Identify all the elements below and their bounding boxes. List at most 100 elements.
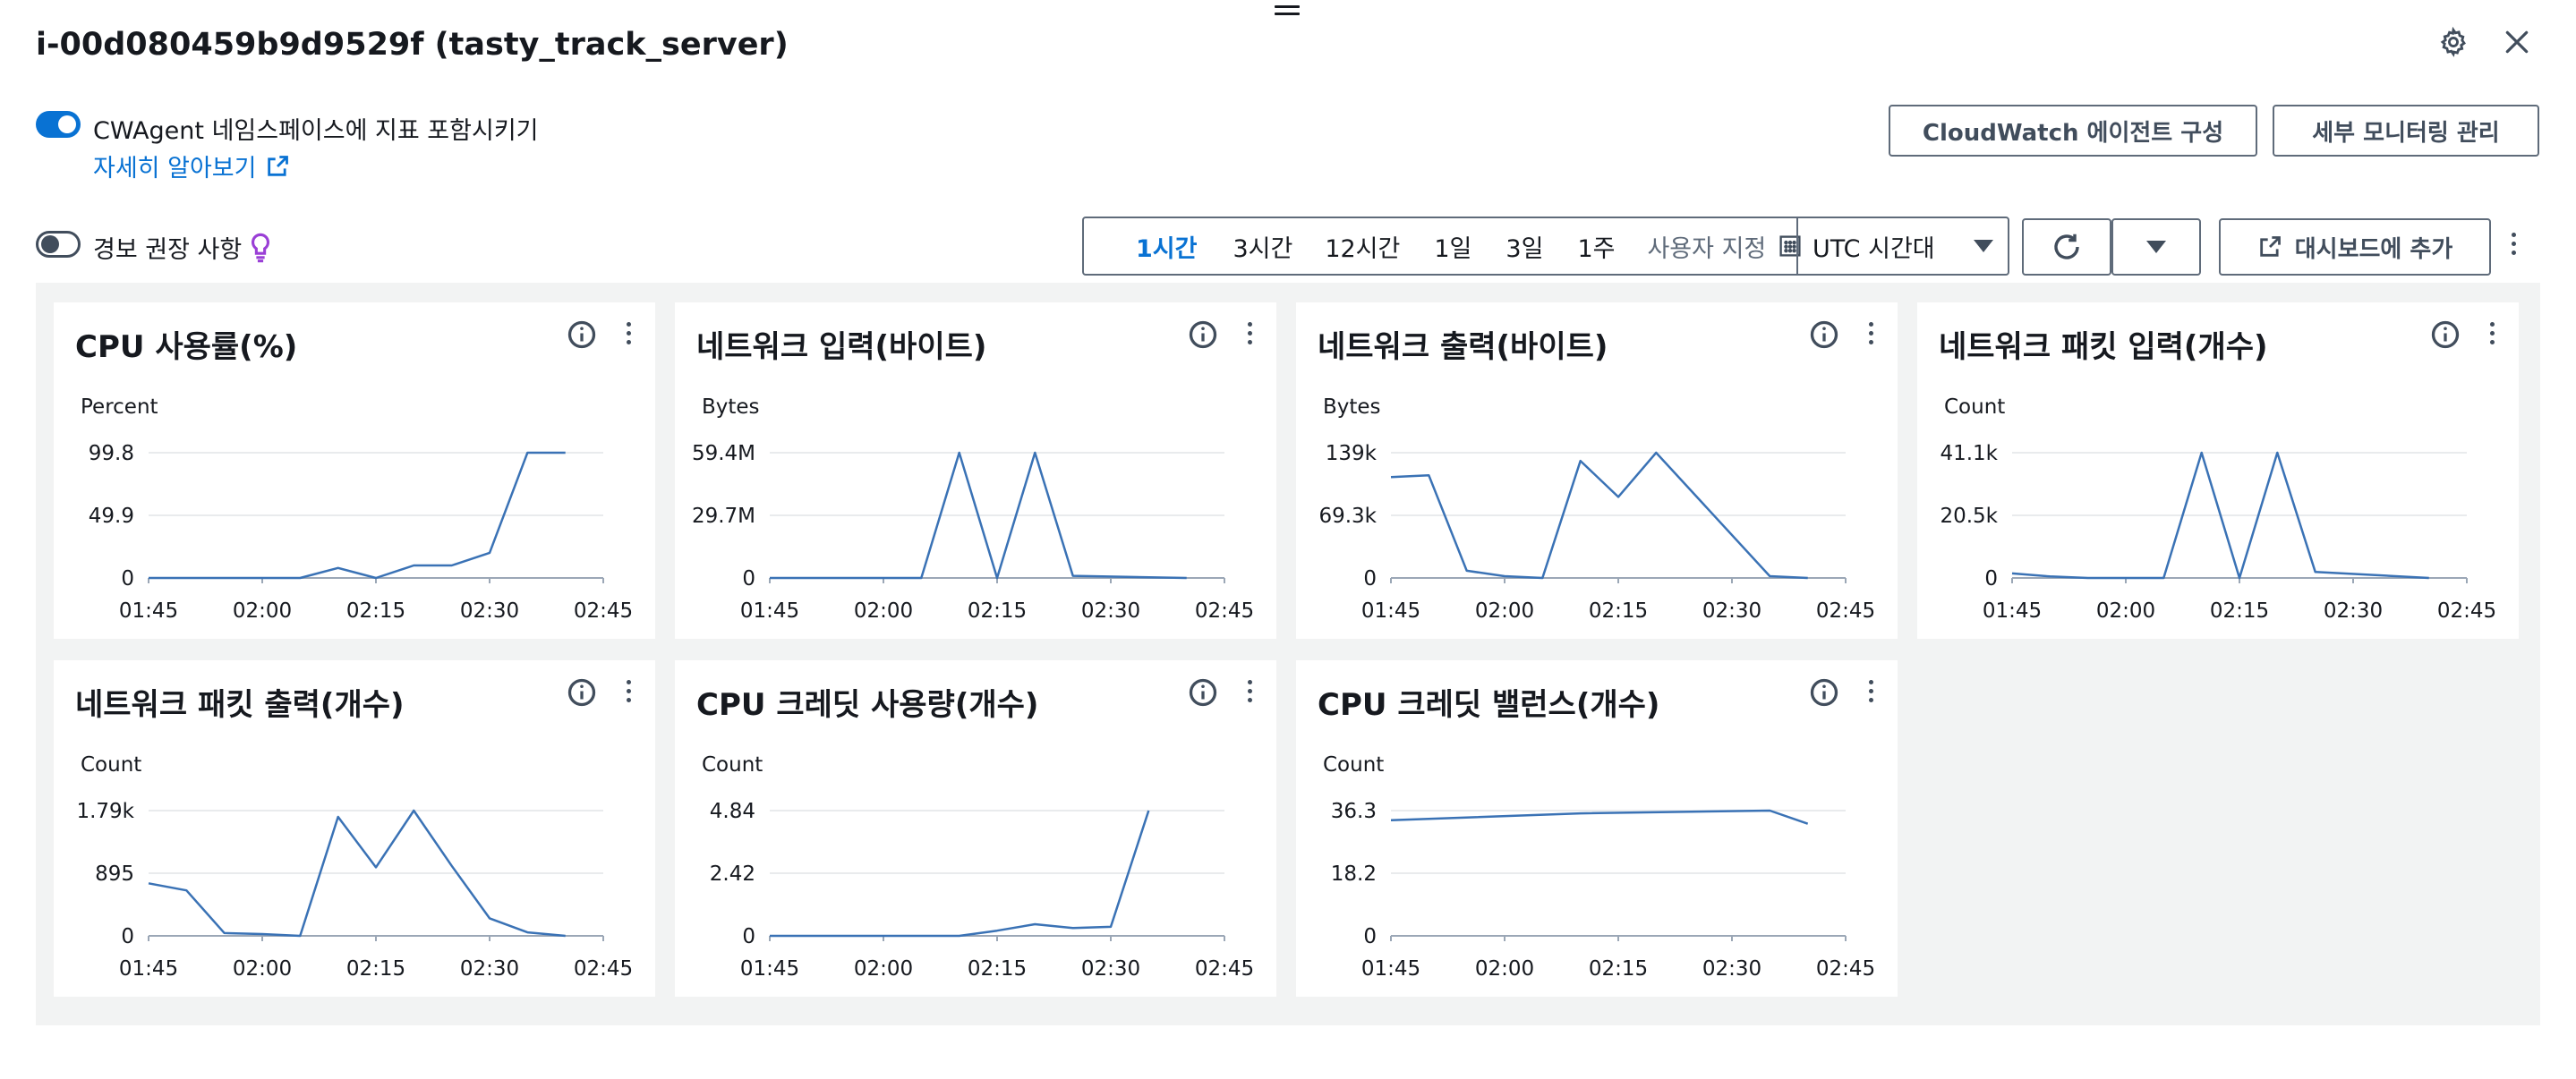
y-axis-label: Bytes	[1323, 395, 1381, 419]
x-tick-label: 02:15	[968, 599, 1027, 623]
line-chart: Count 4.84 2.42 0 01:45 02:00 02:15 02:30 02:45	[702, 753, 1254, 981]
info-icon[interactable]	[566, 319, 598, 354]
y-tick-label: 0	[1363, 925, 1377, 948]
info-icon[interactable]	[1808, 319, 1840, 354]
add-to-dashboard-button[interactable]: 대시보드에 추가	[2219, 218, 2491, 276]
info-icon[interactable]	[1187, 319, 1219, 354]
y-axis-label: Bytes	[702, 395, 760, 419]
y-tick-label: 2.42	[710, 862, 755, 886]
refresh-options-button[interactable]	[2111, 218, 2201, 276]
series-line[interactable]	[1390, 809, 1809, 825]
metric-card: CPU 크레딧 사용량(개수) Count 4.84 2.42 0 01:45 02:00 0…	[675, 660, 1276, 997]
series-line[interactable]	[2011, 451, 2429, 580]
close-icon	[2505, 30, 2529, 54]
info-icon[interactable]	[566, 676, 598, 712]
x-tick-label: 02:30	[2324, 599, 2383, 623]
range-12h[interactable]: 12시간	[1325, 234, 1401, 263]
close-button[interactable]	[2503, 28, 2531, 56]
x-tick-label: 02:15	[1589, 599, 1648, 623]
chart-menu-kebab-icon[interactable]	[1869, 322, 1873, 344]
range-custom[interactable]: 사용자 지정	[1647, 229, 1802, 264]
metric-card: 네트워크 패킷 출력(개수) Count 1.79k 895 0 01:45 02:00 02…	[54, 660, 655, 997]
x-tick-label: 02:30	[1081, 599, 1140, 623]
line-chart: Count 1.79k 895 0 01:45 02:00 02:15 02:30 02:45	[76, 753, 633, 981]
alarm-recommendations-label: 경보 권장 사항	[93, 236, 243, 264]
chart-menu-kebab-icon[interactable]	[1869, 680, 1873, 702]
y-tick-label: 20.5k	[1940, 505, 1998, 528]
external-link-icon	[268, 155, 289, 176]
learn-more-link[interactable]: 자세히 알아보기	[93, 149, 290, 183]
x-tick-label: 02:00	[233, 599, 292, 623]
chart-menu-kebab-icon[interactable]	[627, 680, 631, 702]
range-1d[interactable]: 1일	[1434, 234, 1472, 263]
chart-title: 네트워크 입력(바이트)	[696, 329, 987, 365]
chart-menu-kebab-icon[interactable]	[1248, 680, 1252, 702]
range-1h[interactable]: 1시간	[1136, 234, 1198, 263]
series-line[interactable]	[148, 809, 566, 938]
x-tick-label: 01:45	[119, 599, 178, 623]
x-tick-label: 02:30	[460, 957, 519, 981]
x-tick-label: 02:00	[1475, 957, 1534, 981]
range-1w[interactable]: 1주	[1577, 234, 1616, 263]
y-tick-label: 99.8	[89, 442, 134, 465]
line-chart: Percent 99.8 49.9 0 01:45 02:00 02:15 02:30 02:4…	[81, 395, 633, 623]
x-tick-label: 02:00	[233, 957, 292, 981]
x-tick-label: 02:00	[1475, 599, 1534, 623]
x-tick-label: 02:45	[1816, 599, 1875, 623]
x-tick-label: 01:45	[1983, 599, 2042, 623]
x-tick-label: 02:15	[2210, 599, 2269, 623]
time-range-selector: 1시간 3시간 12시간 1일 3일 1주 사용자 지정 UTC 시간대	[1082, 217, 2009, 276]
range-3d[interactable]: 3일	[1506, 234, 1544, 263]
series-line[interactable]	[770, 451, 1187, 580]
y-tick-label: 0	[1363, 567, 1377, 590]
refresh-icon	[2054, 234, 2079, 259]
y-axis-label: Percent	[81, 395, 158, 419]
series-line[interactable]	[770, 810, 1150, 938]
y-tick-label: 59.4M	[692, 442, 755, 465]
y-axis-label: Count	[1323, 753, 1384, 777]
calendar-icon	[1779, 235, 1801, 257]
x-tick-label: 02:45	[1816, 957, 1875, 981]
chart-menu-kebab-icon[interactable]	[2490, 322, 2495, 344]
chart-menu-kebab-icon[interactable]	[1248, 322, 1252, 344]
series-line[interactable]	[149, 451, 566, 580]
cloudwatch-agent-button[interactable]: CloudWatch 에이전트 구성	[1889, 105, 2257, 157]
x-tick-label: 02:45	[574, 599, 633, 623]
range-3h[interactable]: 3시간	[1233, 234, 1293, 263]
metric-card: 네트워크 입력(바이트) Bytes 59.4M 29.7M 0 01:45 02:00 02…	[675, 302, 1276, 639]
y-tick-label: 29.7M	[692, 505, 755, 528]
detailed-monitoring-button[interactable]: 세부 모니터링 관리	[2273, 105, 2539, 157]
x-tick-label: 01:45	[740, 957, 799, 981]
x-tick-label: 02:15	[968, 957, 1027, 981]
info-icon[interactable]	[1808, 676, 1840, 712]
info-icon[interactable]	[2429, 319, 2461, 354]
line-chart: Count 36.3 18.2 0 01:45 02:00 02:15 02:30 02:45	[1323, 753, 1875, 981]
y-tick-label: 0	[121, 567, 134, 590]
cwagent-toggle[interactable]	[36, 111, 81, 138]
y-tick-label: 0	[1984, 567, 1998, 590]
series-line[interactable]	[1390, 451, 1808, 580]
gear-icon	[2440, 27, 2467, 57]
x-tick-label: 02:30	[1702, 599, 1761, 623]
refresh-button[interactable]	[2022, 218, 2111, 276]
x-tick-label: 02:00	[854, 599, 913, 623]
chart-title: CPU 사용률(%)	[75, 329, 298, 365]
info-icon[interactable]	[1187, 676, 1219, 712]
chart-title: 네트워크 패킷 입력(개수)	[1939, 329, 2268, 365]
timezone-select[interactable]: UTC 시간대	[1796, 218, 2015, 274]
y-tick-label: 0	[121, 925, 134, 948]
alarm-recommendations-toggle[interactable]	[36, 231, 81, 258]
settings-button[interactable]	[2438, 27, 2469, 57]
drag-handle-icon[interactable]	[1275, 5, 1300, 16]
y-axis-label: Count	[1944, 395, 2005, 419]
x-tick-label: 01:45	[740, 599, 799, 623]
y-tick-label: 895	[95, 862, 134, 886]
metric-card: 네트워크 출력(바이트) Bytes 139k 69.3k 0 01:45 02:00 02:…	[1296, 302, 1898, 639]
add-to-dashboard-label: 대시보드에 추가	[2294, 235, 2453, 263]
x-tick-label: 02:45	[574, 957, 633, 981]
y-tick-label: 41.1k	[1940, 442, 1998, 465]
learn-more-label: 자세히 알아보기	[93, 155, 257, 183]
timezone-label: UTC 시간대	[1813, 234, 1935, 263]
chart-menu-kebab-icon[interactable]	[627, 322, 631, 344]
more-actions-kebab-icon[interactable]	[2512, 233, 2516, 255]
